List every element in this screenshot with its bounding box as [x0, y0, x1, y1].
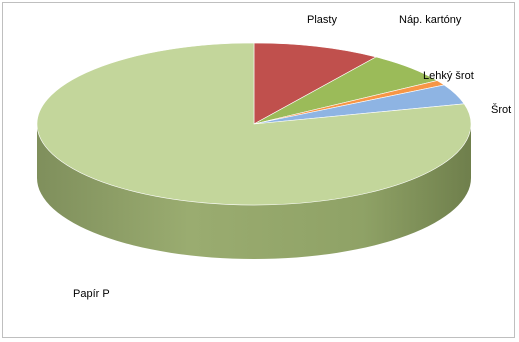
slice-labels: Plasty Náp. kartóny Lehký šrot Šrot Papí…	[73, 14, 511, 300]
label-lehky-srot: Lehký šrot	[423, 70, 474, 82]
pie-side-wall	[37, 124, 471, 259]
label-plasty: Plasty	[307, 14, 337, 26]
pie-slices	[36, 42, 472, 206]
label-srot: Šrot	[491, 103, 511, 116]
chart-frame: Plasty Náp. kartóny Lehký šrot Šrot Papí…	[2, 2, 515, 338]
slice-plasty	[253, 42, 377, 125]
pie-sides	[37, 124, 471, 259]
pie-chart: Plasty Náp. kartóny Lehký šrot Šrot Papí…	[36, 14, 511, 300]
label-nap-kartony: Náp. kartóny	[399, 14, 462, 26]
slice-papir-p	[36, 42, 472, 206]
label-papir-p: Papír P	[73, 288, 110, 300]
